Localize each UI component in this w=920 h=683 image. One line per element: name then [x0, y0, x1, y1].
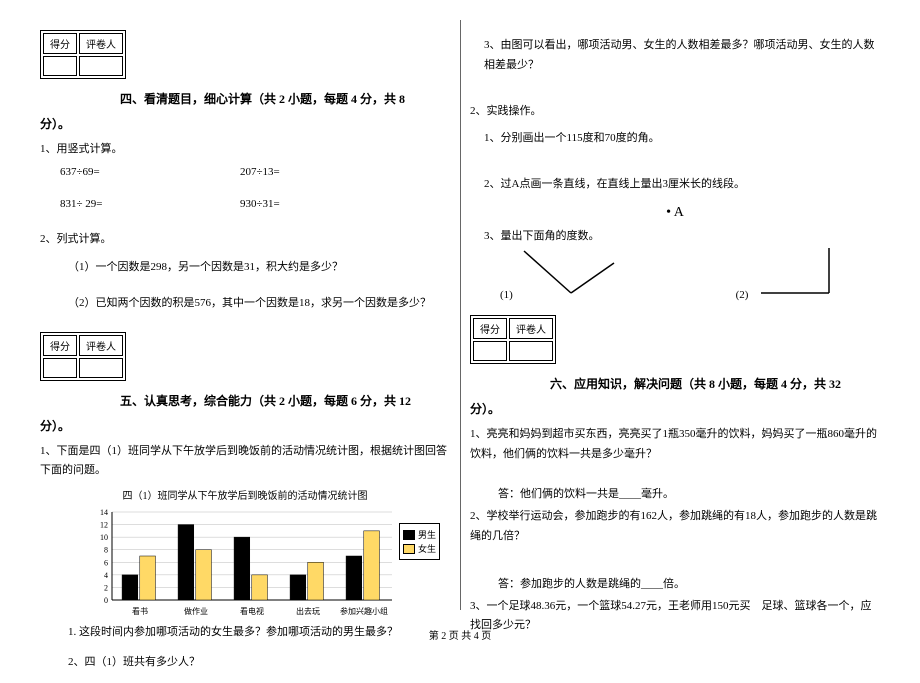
calc-1b: 207÷13= [240, 166, 420, 178]
angle-2-icon [751, 243, 841, 298]
q6-2: 2、学校举行运动会，参加跑步的有162人，参加跳绳的有18人，参加跑步的人数是跳… [470, 507, 880, 547]
q4-2-1: （1）一个因数是298，另一个因数是31，积大约是多少？ [68, 256, 450, 278]
svg-text:看书: 看书 [132, 606, 148, 616]
svg-text:4: 4 [104, 571, 108, 580]
chart-title: 四（1）班同学从下午放学后到晚饭前的活动情况统计图 [40, 487, 450, 502]
column-divider [460, 20, 461, 610]
calc-1a: 637÷69= [60, 166, 240, 178]
score-label: 得分 [43, 33, 77, 54]
svg-text:看电视: 看电视 [240, 606, 264, 616]
section-6-title: 六、应用知识，解决问题（共 8 小题，每题 4 分，共 32 [470, 375, 880, 392]
page-footer: 第 2 页 共 4 页 [0, 627, 920, 642]
q5-1: 1、下面是四（1）班同学从下午放学后到晚饭前的活动情况统计图，根据统计图回答下面… [40, 442, 450, 482]
section-4-title: 四、看清题目，细心计算（共 2 小题，每题 4 分，共 8 [40, 90, 450, 107]
chart-legend: 男生 女生 [399, 523, 440, 560]
calc-2b: 930÷31= [240, 198, 420, 210]
legend-swatch-girl [403, 544, 415, 554]
q5-1-2: 2、四（1）班共有多少人？ [68, 651, 450, 673]
q4-2-2: （2）已知两个因数的积是576，其中一个因数是18，求另一个因数是多少？ [68, 292, 450, 314]
section-5-title: 五、认真思考，综合能力（共 2 小题，每题 6 分，共 12 [40, 392, 450, 409]
a6-2: 答：参加跑步的人数是跳绳的____倍。 [498, 575, 880, 591]
grader-cell [79, 358, 123, 378]
r-q2-1: 1、分别画出一个115度和70度的角。 [484, 127, 880, 149]
section-5-tail: 分）。 [40, 417, 450, 434]
svg-text:10: 10 [100, 533, 108, 542]
angle-2-label: (2) [736, 289, 749, 301]
score-label: 得分 [43, 335, 77, 356]
right-column: 3、由图可以看出，哪项活动男、女生的人数相差最多？哪项活动男、女生的人数相差最少… [470, 30, 880, 673]
svg-text:0: 0 [104, 596, 108, 605]
grader-cell [509, 341, 553, 361]
score-cell [43, 56, 77, 76]
svg-text:做作业: 做作业 [184, 606, 208, 616]
legend-swatch-boy [403, 530, 415, 540]
svg-text:参加兴趣小组: 参加兴趣小组 [340, 606, 388, 616]
legend-girl: 女生 [418, 542, 436, 555]
grader-cell [79, 56, 123, 76]
svg-text:8: 8 [104, 546, 108, 555]
angle-row: (1) (2) [500, 247, 880, 301]
legend-boy: 男生 [418, 528, 436, 541]
svg-text:6: 6 [104, 558, 108, 567]
svg-text:14: 14 [100, 508, 108, 517]
score-box-5: 得分评卷人 [40, 332, 126, 381]
grader-label: 评卷人 [509, 318, 553, 339]
bar-chart: 0 2 4 6 8 10 12 14 看书 做作业 看电视 出去玩 参加兴趣小组 [90, 508, 400, 618]
q4-1: 1、用竖式计算。 [40, 140, 450, 160]
angle-1-label: (1) [500, 289, 513, 301]
section-6-tail: 分）。 [470, 400, 880, 417]
svg-text:12: 12 [100, 521, 108, 530]
score-label: 得分 [473, 318, 507, 339]
calc-2a: 831÷ 29= [60, 198, 240, 210]
score-box-6: 得分评卷人 [470, 315, 556, 364]
section-4-tail: 分）。 [40, 115, 450, 132]
r-top: 3、由图可以看出，哪项活动男、女生的人数相差最多？哪项活动男、女生的人数相差最少… [484, 36, 880, 76]
grader-label: 评卷人 [79, 335, 123, 356]
r-q2: 2、实践操作。 [470, 102, 880, 122]
grader-label: 评卷人 [79, 33, 123, 54]
score-box-4: 得分评卷人 [40, 30, 126, 79]
score-cell [473, 341, 507, 361]
q6-1: 1、亮亮和妈妈到超市买东西，亮亮买了1瓶350毫升的饮料，妈妈买了一瓶860毫升… [470, 425, 880, 465]
svg-text:出去玩: 出去玩 [296, 606, 320, 616]
score-cell [43, 358, 77, 378]
q4-2: 2、列式计算。 [40, 230, 450, 250]
calc-row-2: 831÷ 29= 930÷31= [60, 198, 450, 210]
chart-wrap: 男生 女生 0 2 4 6 8 10 12 14 看书 做作业 看电视 出去玩 参加兴趣小组 [90, 508, 450, 621]
left-column: 得分评卷人 四、看清题目，细心计算（共 2 小题，每题 4 分，共 8 分）。 … [40, 30, 450, 673]
calc-row-1: 637÷69= 207÷13= [60, 166, 450, 178]
a6-1: 答：他们俩的饮料一共是____毫升。 [498, 485, 880, 501]
svg-text:2: 2 [104, 584, 108, 593]
point-a: • A [470, 205, 880, 221]
r-q2-2: 2、过A点画一条直线，在直线上量出3厘米长的线段。 [484, 173, 880, 195]
angle-1-icon [516, 243, 616, 298]
